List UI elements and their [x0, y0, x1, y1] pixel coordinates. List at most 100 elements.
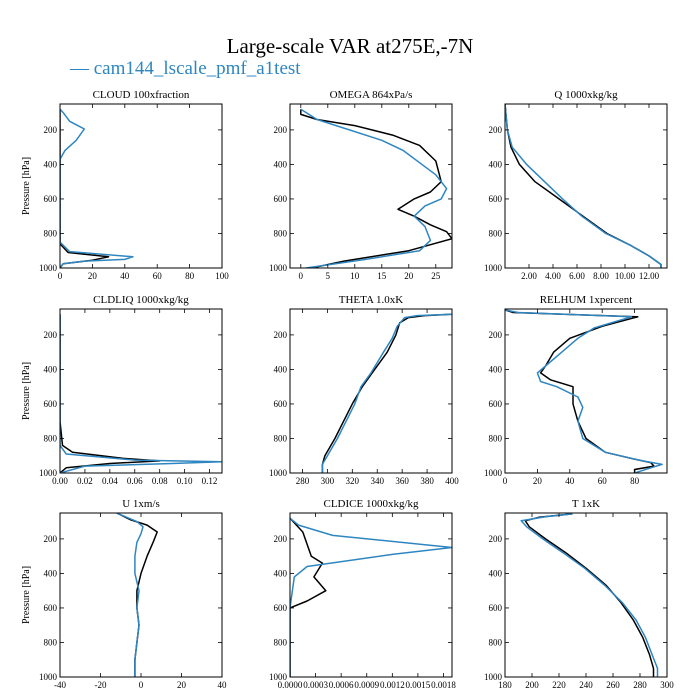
- x-tick-label: 280: [633, 680, 647, 690]
- series-line-test: [505, 309, 663, 473]
- y-tick-label: 400: [44, 364, 58, 374]
- x-tick-label: 5: [326, 271, 331, 281]
- panel-frame: [289, 308, 453, 474]
- panel-frame: [59, 308, 223, 474]
- panel-title: THETA 1.0xK: [339, 294, 404, 306]
- series-line-reference: [290, 517, 327, 677]
- panel-6: RELHUM 1xpercent 0 20 40 60 80 200 400 600 800 100…: [484, 294, 668, 486]
- series-line-test: [60, 108, 134, 268]
- x-tick-label: 0.0012: [380, 680, 405, 690]
- x-tick-label: 0.0006: [329, 680, 354, 690]
- series-line-test: [116, 513, 144, 677]
- x-tick-label: 0.12: [202, 476, 218, 486]
- x-tick-label: 6.00: [569, 271, 585, 281]
- x-tick-label: 2.00: [521, 271, 537, 281]
- x-tick-label: 0.02: [77, 476, 93, 486]
- panel-title: RELHUM 1xpercent: [540, 294, 633, 306]
- series-line-reference: [505, 309, 655, 473]
- x-tick-label: 40: [565, 476, 575, 486]
- x-tick-label: 4.00: [545, 271, 561, 281]
- x-tick-label: 380: [420, 476, 434, 486]
- y-tick-label: 1000: [484, 672, 503, 682]
- series-line-reference: [60, 109, 110, 268]
- y-tick-label: 200: [44, 534, 58, 544]
- series-line-test: [60, 314, 222, 473]
- y-tick-label: 600: [489, 399, 503, 409]
- series-line-reference: [505, 104, 662, 268]
- x-tick-label: 40: [218, 680, 228, 690]
- x-tick-label: -40: [54, 680, 66, 690]
- y-tick-label: 400: [489, 568, 503, 578]
- x-tick-label: 0.06: [127, 476, 143, 486]
- y-tick-label: 200: [274, 534, 288, 544]
- series-line-reference: [321, 313, 452, 473]
- series-line-reference: [300, 109, 452, 268]
- x-tick-label: 240: [579, 680, 593, 690]
- y-tick-label: 400: [489, 364, 503, 374]
- series-line-reference: [116, 513, 158, 677]
- panel-1: CLOUD 100xfraction 0 20 40 60 80 100 200 400 600 8…: [21, 89, 229, 281]
- y-tick-label: 200: [489, 330, 503, 340]
- legend-dash: —: [70, 58, 89, 79]
- x-tick-label: 8.00: [593, 271, 609, 281]
- y-tick-label: 1000: [39, 672, 58, 682]
- panel-9: T 1xK 180 200 220 240 260 280 300 200 400 600 800 10…: [484, 498, 674, 690]
- x-tick-label: 15: [377, 271, 387, 281]
- series-line-test: [505, 104, 662, 268]
- x-tick-label: 20: [533, 476, 543, 486]
- panel-title: Q 1000xkg/kg: [554, 89, 618, 101]
- panel-8: CLDICE 1000xkg/kg 0.0000 0.0003 0.0006 0.000…: [269, 498, 456, 690]
- series-line-test: [520, 513, 659, 677]
- x-tick-label: 0.0015: [406, 680, 431, 690]
- panel-title: CLDICE 1000xkg/kg: [323, 498, 419, 510]
- y-tick-label: 600: [274, 603, 288, 613]
- legend-label: cam144_lscale_pmf_a1test: [93, 58, 301, 79]
- x-tick-label: 20: [88, 271, 98, 281]
- x-tick-label: 0.0000: [278, 680, 303, 690]
- panel-title: T 1xK: [572, 498, 600, 510]
- y-tick-label: 400: [274, 159, 288, 169]
- panel-frame: [59, 512, 223, 678]
- y-tick-label: 800: [274, 637, 288, 647]
- x-tick-label: 10.00: [615, 271, 636, 281]
- panel-frame: [289, 512, 453, 678]
- y-tick-label: 200: [44, 330, 58, 340]
- legend: — cam144_lscale_pmf_a1test: [70, 58, 301, 80]
- y-tick-label: 600: [44, 194, 58, 204]
- panel-frame: [289, 103, 453, 269]
- panel-title: CLDLIQ 1000xkg/kg: [93, 294, 189, 306]
- x-tick-label: 0: [58, 271, 63, 281]
- panel-frame: [504, 103, 668, 269]
- panel-frame: [59, 103, 223, 269]
- x-tick-label: 10: [350, 271, 360, 281]
- y-tick-label: 400: [489, 159, 503, 169]
- y-tick-label: 1000: [39, 263, 58, 273]
- x-tick-label: 0: [503, 476, 508, 486]
- y-tick-label: 800: [44, 433, 58, 443]
- y-tick-label: 200: [274, 125, 288, 135]
- panel-title: CLOUD 100xfraction: [93, 89, 190, 101]
- y-tick-label: 400: [44, 159, 58, 169]
- y-tick-label: 600: [274, 399, 288, 409]
- series-line-reference: [60, 314, 161, 473]
- y-tick-label: 1000: [39, 468, 58, 478]
- x-tick-label: -20: [95, 680, 107, 690]
- x-tick-label: 60: [598, 476, 608, 486]
- x-tick-label: 0.08: [152, 476, 168, 486]
- y-tick-label: 600: [44, 399, 58, 409]
- x-tick-label: 12.00: [639, 271, 660, 281]
- x-tick-label: 260: [606, 680, 620, 690]
- x-tick-label: 0: [139, 680, 144, 690]
- panel-5: THETA 1.0xK 280 300 320 340 360 380 400 200 400 60…: [269, 294, 459, 486]
- y-tick-label: 800: [44, 228, 58, 238]
- y-tick-label: 1000: [484, 263, 503, 273]
- x-tick-label: 300: [321, 476, 335, 486]
- series-line-reference: [524, 513, 655, 677]
- x-tick-label: 320: [346, 476, 360, 486]
- x-tick-label: 360: [395, 476, 409, 486]
- x-tick-label: 400: [445, 476, 459, 486]
- x-tick-label: 25: [431, 271, 441, 281]
- panel-4: CLDLIQ 1000xkg/kg 0.00 0.02 0.04 0.06 0.08 0.1…: [21, 294, 223, 486]
- y-tick-label: 800: [489, 433, 503, 443]
- y-tick-label: 400: [274, 364, 288, 374]
